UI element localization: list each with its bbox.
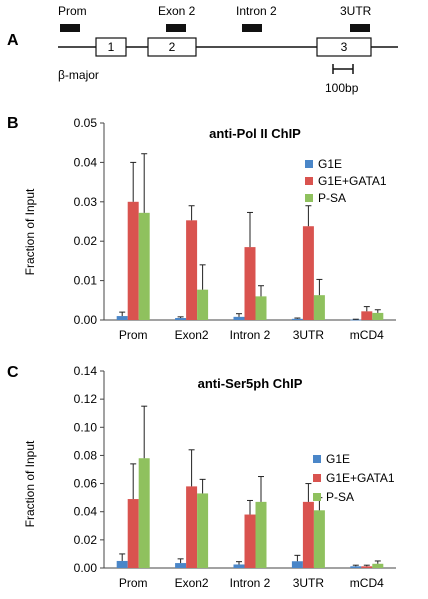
exon-label-1: 1 [108, 40, 115, 54]
chart-title: anti-Pol II ChIP [209, 126, 301, 141]
legend-label: P-SA [326, 490, 354, 504]
panel-b-letter: B [7, 115, 19, 132]
bar [175, 318, 187, 320]
legend-label: G1E [318, 157, 342, 171]
legend-swatch [305, 177, 313, 185]
exon-label-2: 2 [169, 40, 176, 54]
legend-label: G1E [326, 452, 350, 466]
x-tick-label: Intron 2 [230, 576, 271, 590]
x-tick-label: Prom [119, 328, 148, 342]
x-tick-label: Intron 2 [230, 328, 271, 342]
x-tick-label: mCD4 [350, 576, 384, 590]
bar [361, 566, 373, 568]
x-tick-label: 3UTR [293, 328, 325, 342]
bar [186, 486, 198, 568]
legend-swatch [313, 493, 321, 501]
probe-bar-prom [60, 24, 80, 32]
y-tick-label: 0.00 [74, 313, 98, 327]
bar [313, 295, 325, 320]
x-tick-label: Prom [119, 576, 148, 590]
y-tick-label: 0.01 [74, 274, 98, 288]
y-tick-label: 0.02 [74, 533, 98, 547]
pol2-chip-chart: B anti-Pol II ChIP Fraction of Input 0.0… [7, 115, 396, 342]
y-axis-label: Fraction of Input [23, 440, 37, 527]
probe-bar-exon2 [166, 24, 186, 32]
y-tick-label: 0.03 [74, 195, 98, 209]
legend-swatch [313, 455, 321, 463]
y-tick-label: 0.08 [74, 448, 98, 462]
bar [372, 312, 384, 320]
legend-label: G1E+GATA1 [318, 174, 387, 188]
plot-area: 0.00 0.02 0.04 0.06 0.08 0.10 0.12 0.14 Prom Exon… [74, 364, 396, 590]
legend-label: P-SA [318, 191, 346, 205]
y-tick-label: 0.04 [74, 155, 98, 169]
y-tick-label: 0.10 [74, 420, 98, 434]
scale-bar-label: 100bp [325, 81, 359, 95]
bar [233, 316, 245, 320]
y-tick-label: 0.12 [74, 392, 98, 406]
y-tick-label: 0.05 [74, 116, 98, 130]
legend: G1E G1E+GATA1 P-SA [313, 452, 395, 504]
bar [186, 220, 198, 320]
y-tick-label: 0.02 [74, 234, 98, 248]
panel-c-letter: C [7, 364, 19, 381]
legend-label: G1E+GATA1 [326, 471, 395, 485]
probe-bar-intron2 [242, 24, 262, 32]
legend-swatch [313, 474, 321, 482]
bar [291, 561, 303, 568]
bar [138, 458, 150, 568]
bar [233, 564, 245, 568]
x-tick-label: Exon2 [175, 576, 209, 590]
probe-label-3utr: 3UTR [340, 4, 372, 18]
bar [197, 493, 209, 568]
bar [372, 563, 384, 568]
probe-label-prom: Prom [58, 4, 87, 18]
bar [302, 501, 314, 568]
probe-label-exon2: Exon 2 [158, 4, 196, 18]
bar [350, 319, 362, 321]
bar [127, 499, 139, 568]
x-tick-label: Exon2 [175, 328, 209, 342]
bar [138, 212, 150, 320]
exon-box-3 [316, 37, 372, 57]
legend-swatch [305, 160, 313, 168]
panel-a-letter: A [7, 32, 19, 49]
bar [175, 563, 187, 568]
bar [291, 318, 303, 320]
plot-area: 0.00 0.01 0.02 0.03 0.04 0.05 Prom Exon2 Intron … [74, 116, 396, 342]
x-tick-label: 3UTR [293, 576, 325, 590]
chart-title: anti-Ser5ph ChIP [198, 376, 303, 391]
y-tick-label: 0.14 [74, 364, 98, 378]
exon-label-3: 3 [341, 40, 348, 54]
bar [350, 566, 362, 568]
y-axis-label: Fraction of Input [23, 188, 37, 275]
bar [127, 201, 139, 320]
bar [302, 226, 314, 320]
gene-name: β-major [58, 68, 99, 82]
gene-schematic: A Prom Exon 2 Intron 2 3UTR 1 2 3 β-majo… [7, 4, 398, 95]
ser5ph-chip-chart: C anti-Ser5ph ChIP Fraction of Input 0.0… [7, 364, 396, 590]
bar [116, 316, 128, 320]
probe-label-intron2: Intron 2 [236, 4, 277, 18]
y-tick-label: 0.00 [74, 561, 98, 575]
probe-bar-3utr [350, 24, 370, 32]
y-tick-label: 0.04 [74, 505, 98, 519]
bar [361, 311, 373, 320]
bar [255, 501, 267, 568]
bar [255, 296, 267, 320]
bar [313, 510, 325, 568]
exon-box-2 [147, 37, 197, 57]
y-tick-label: 0.06 [74, 477, 98, 491]
bar [244, 247, 256, 320]
exon-box-1 [95, 37, 127, 57]
bar [116, 560, 128, 568]
bar [244, 514, 256, 568]
bar [197, 289, 209, 320]
legend-swatch [305, 194, 313, 202]
x-tick-label: mCD4 [350, 328, 384, 342]
legend: G1E G1E+GATA1 P-SA [305, 157, 387, 205]
